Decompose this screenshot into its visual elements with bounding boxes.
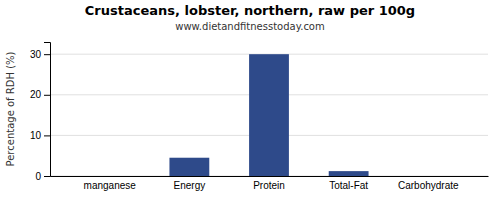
bar bbox=[329, 171, 369, 176]
bars bbox=[169, 54, 368, 176]
bar bbox=[90, 176, 130, 177]
y-tick: 20 bbox=[30, 89, 50, 100]
bar bbox=[169, 158, 209, 176]
y-tick-label: 10 bbox=[30, 130, 42, 141]
chart-svg: Crustaceans, lobster, northern, raw per … bbox=[0, 0, 500, 200]
x-tick-label: Carbohydrate bbox=[398, 180, 459, 191]
y-tick-line bbox=[44, 54, 50, 55]
x-tick: Carbohydrate bbox=[398, 176, 459, 191]
y-tick: 10 bbox=[30, 130, 50, 141]
x-tick: Total-Fat bbox=[329, 176, 368, 191]
y-axis-title: Percentage of RDH (%) bbox=[5, 51, 16, 166]
subtitle: www.dietandfitnesstoday.com bbox=[175, 21, 324, 32]
title: Crustaceans, lobster, northern, raw per … bbox=[85, 3, 415, 18]
y-tick-label: 0 bbox=[35, 171, 41, 182]
plot-area: manganese Energy Protein Total-Fat Carbohydr… bbox=[30, 43, 489, 192]
y-tick-line bbox=[44, 135, 50, 136]
x-tick: Energy bbox=[174, 176, 206, 191]
x-tick: manganese bbox=[84, 176, 137, 191]
y-tick-line bbox=[44, 176, 50, 177]
y-axis-line bbox=[44, 43, 51, 177]
bar bbox=[249, 54, 289, 176]
chart-container: Crustaceans, lobster, northern, raw per … bbox=[0, 0, 500, 200]
y-tick-line bbox=[44, 95, 50, 96]
y-axis: 0 10 20 30 bbox=[30, 43, 51, 182]
x-tick-label: Protein bbox=[253, 180, 285, 191]
x-axis-line bbox=[51, 176, 489, 177]
x-tick: Protein bbox=[253, 176, 285, 191]
x-axis: manganese Energy Protein Total-Fat Carbohydr… bbox=[51, 176, 489, 191]
grid bbox=[50, 54, 488, 176]
x-tick-label: Total-Fat bbox=[329, 180, 368, 191]
y-tick: 0 bbox=[35, 171, 50, 182]
y-tick: 30 bbox=[30, 49, 50, 60]
x-tick-label: manganese bbox=[84, 180, 137, 191]
bar bbox=[408, 176, 448, 177]
x-tick-label: Energy bbox=[174, 180, 206, 191]
y-tick-label: 20 bbox=[30, 89, 42, 100]
y-tick-label: 30 bbox=[30, 49, 42, 60]
